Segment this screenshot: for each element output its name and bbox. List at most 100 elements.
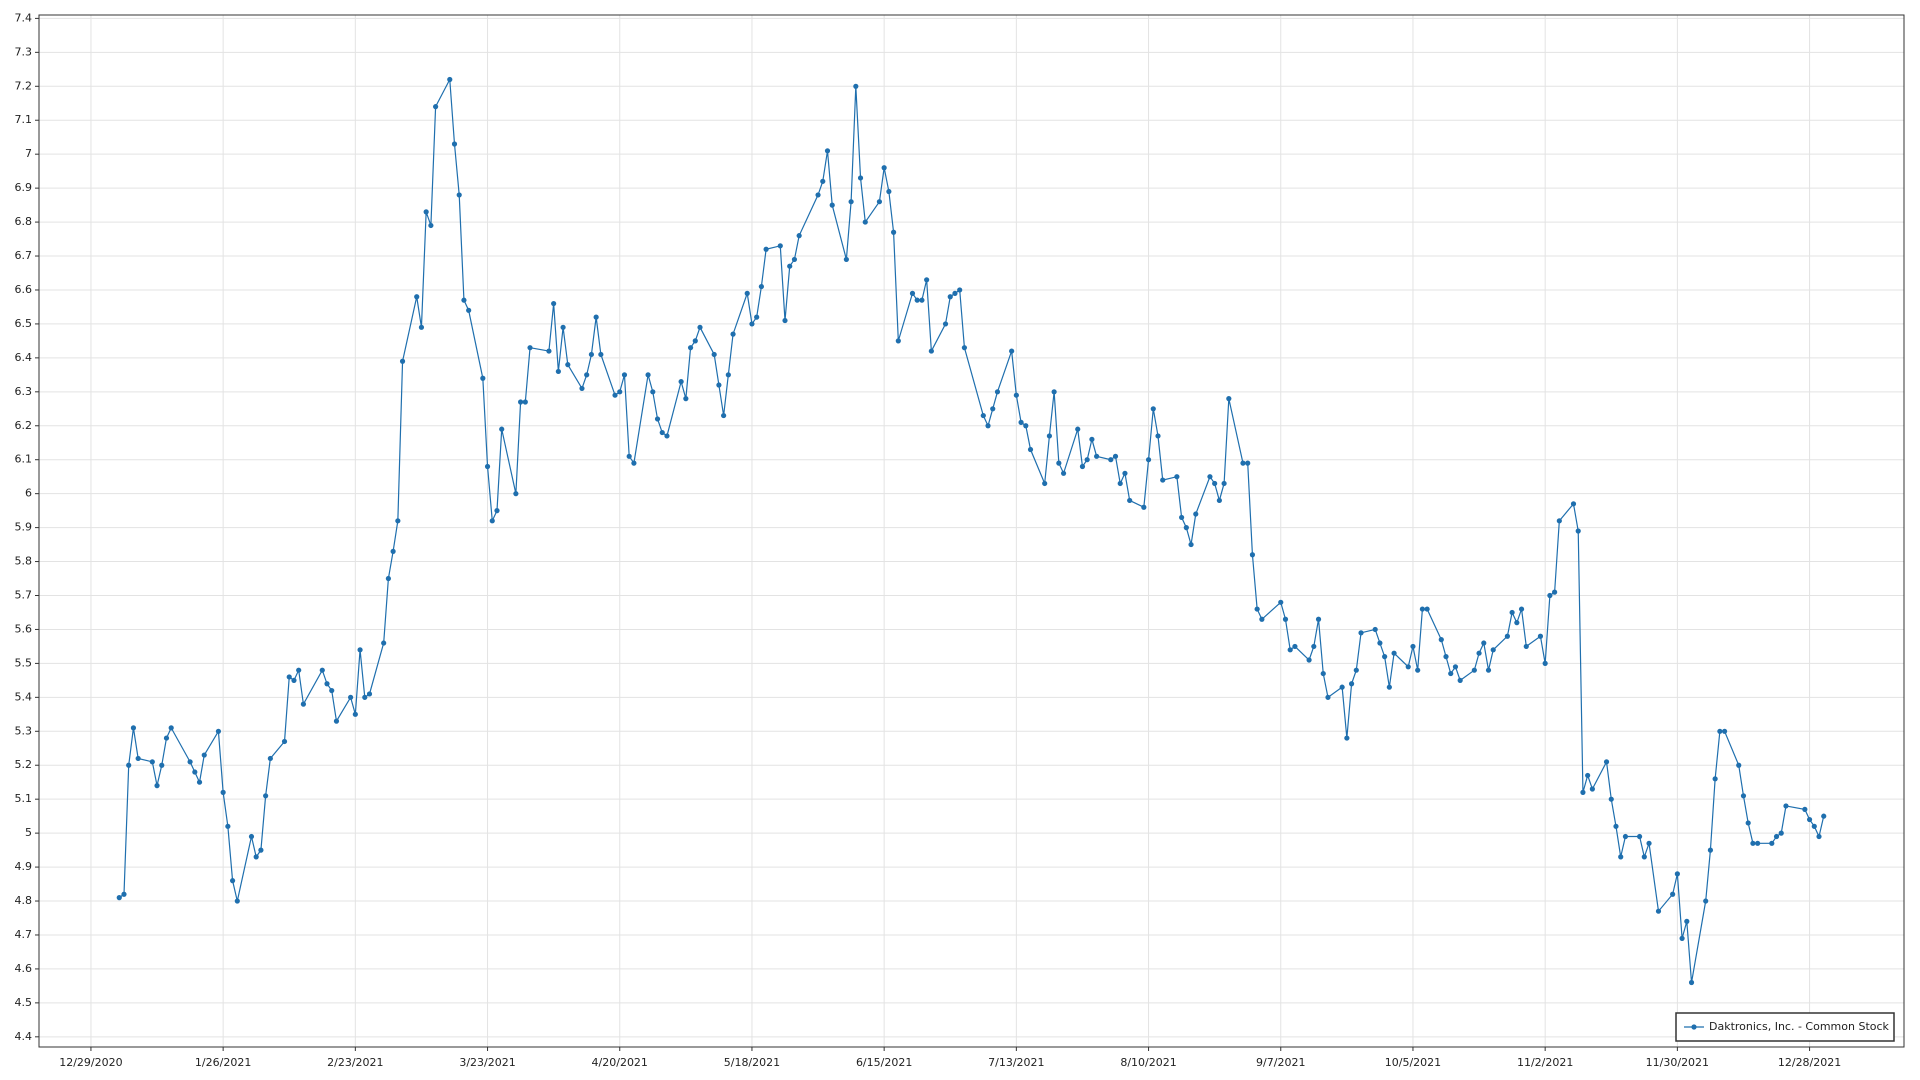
data-point — [782, 317, 788, 324]
data-point — [1736, 762, 1742, 768]
data-point — [1670, 891, 1676, 897]
y-tick-label: 6.5 — [15, 317, 33, 330]
data-point — [1325, 694, 1331, 700]
data-point — [598, 351, 604, 358]
data-point — [1457, 677, 1463, 683]
data-point — [215, 728, 222, 734]
data-point — [843, 256, 849, 263]
data-point — [1372, 626, 1378, 633]
data-point — [1245, 460, 1251, 466]
data-point — [1027, 446, 1034, 453]
data-point — [116, 895, 122, 901]
legend: Daktronics, Inc. - Common Stock — [1675, 1012, 1895, 1042]
grid — [35, 15, 1904, 1051]
data-point — [1509, 609, 1515, 616]
data-point — [300, 701, 307, 707]
data-point — [362, 694, 368, 700]
data-point — [357, 647, 363, 653]
data-point — [1504, 633, 1510, 639]
data-point — [725, 372, 731, 378]
data-point — [1769, 840, 1775, 846]
data-point — [1679, 935, 1685, 941]
data-point — [1311, 643, 1317, 650]
data-point — [942, 321, 949, 327]
data-point — [234, 898, 240, 904]
data-point — [890, 229, 897, 235]
data-point — [1278, 599, 1284, 605]
data-point — [1721, 728, 1728, 734]
data-point — [853, 83, 859, 89]
data-point — [1641, 854, 1647, 860]
legend-marker — [1691, 1024, 1697, 1030]
data-point — [1570, 501, 1577, 507]
y-tick-label: 7.2 — [15, 79, 33, 92]
data-point — [395, 518, 401, 524]
data-point — [1603, 759, 1610, 765]
legend-label: Daktronics, Inc. - Common Stock — [1709, 1020, 1890, 1033]
data-point — [584, 372, 590, 378]
data-point — [1051, 389, 1057, 395]
y-tick-label: 4.5 — [15, 996, 33, 1009]
data-point — [461, 297, 467, 303]
data-point — [565, 362, 571, 368]
data-point — [1183, 525, 1189, 531]
data-point — [1160, 477, 1166, 483]
y-tick-label: 5.9 — [15, 521, 33, 534]
data-point — [1018, 419, 1024, 425]
data-point — [1150, 406, 1156, 412]
data-point — [196, 779, 203, 785]
data-point — [1712, 776, 1718, 782]
data-point — [1405, 664, 1411, 670]
data-point — [286, 674, 292, 680]
data-point — [248, 833, 255, 840]
data-point — [645, 372, 651, 378]
data-point — [617, 389, 623, 395]
data-point — [664, 433, 670, 439]
series-line — [118, 77, 1825, 983]
data-point — [1023, 423, 1029, 429]
data-point — [957, 287, 963, 293]
data-point — [980, 412, 986, 419]
y-tick-label: 7.1 — [15, 113, 33, 126]
data-point — [659, 429, 665, 436]
x-tick-label: 4/20/2021 — [592, 1056, 648, 1069]
y-tick-label: 4.4 — [15, 1030, 33, 1043]
data-point — [560, 324, 566, 330]
data-point — [815, 192, 821, 198]
x-tick-label: 10/5/2021 — [1385, 1056, 1441, 1069]
data-point — [1358, 630, 1364, 636]
data-point — [267, 755, 273, 762]
data-point — [1542, 660, 1548, 666]
data-point — [333, 718, 340, 724]
data-point — [456, 192, 462, 198]
data-point — [1523, 643, 1529, 650]
data-point — [947, 294, 953, 300]
x-tick-label: 11/30/2021 — [1646, 1056, 1709, 1069]
data-point — [1688, 979, 1695, 986]
data-point — [324, 681, 330, 687]
data-point — [494, 508, 500, 514]
x-tick-label: 9/7/2021 — [1256, 1056, 1305, 1069]
data-point — [296, 667, 302, 673]
data-point — [163, 735, 170, 741]
data-point — [1254, 606, 1260, 612]
data-point — [466, 307, 472, 313]
x-tick-label: 12/29/2020 — [59, 1056, 122, 1069]
data-point — [348, 694, 354, 700]
y-tick-label: 6.9 — [15, 181, 33, 194]
data-point — [366, 691, 373, 697]
data-point — [130, 725, 137, 731]
y-tick-label: 6.2 — [15, 419, 33, 432]
data-point — [824, 148, 831, 154]
data-point — [399, 358, 406, 364]
data-point — [1419, 606, 1426, 612]
data-point — [484, 463, 491, 470]
y-tick-label: 7.4 — [15, 11, 33, 24]
data-point — [1476, 650, 1482, 656]
y-tick-label: 5.7 — [15, 589, 33, 602]
data-point — [1655, 908, 1662, 914]
data-point — [1212, 480, 1218, 487]
data-point — [1618, 854, 1624, 860]
